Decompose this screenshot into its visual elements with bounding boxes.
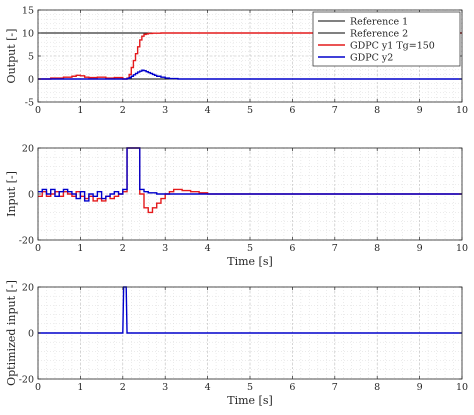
x-tick-label: 5 (247, 243, 253, 254)
x-tick-label: 1 (77, 382, 83, 393)
x-tick-label: 2 (120, 105, 126, 116)
x-axis-label: Time [s] (227, 394, 273, 407)
y-axis-label: Output [-] (5, 29, 18, 84)
legend-label: GDPC y2 (350, 53, 393, 64)
x-axis-label: Time [s] (227, 255, 273, 268)
y-tick-label: -20 (19, 375, 34, 386)
x-tick-label: 1 (77, 105, 83, 116)
y-tick-label: -20 (19, 236, 34, 247)
x-tick-label: 10 (456, 105, 468, 116)
x-tick-label: 3 (162, 382, 168, 393)
y-tick-label: 5 (28, 52, 34, 63)
series-line-2 (38, 147, 462, 202)
x-tick-label: 6 (289, 382, 295, 393)
x-tick-label: 7 (332, 382, 338, 393)
x-tick-label: 0 (35, 243, 41, 254)
legend-label: GDPC y1 Tg=150 (350, 41, 435, 52)
y-tick-label: 20 (22, 283, 34, 294)
x-tick-label: 9 (417, 105, 423, 116)
x-tick-label: 0 (35, 382, 41, 393)
x-tick-label: 1 (77, 243, 83, 254)
x-tick-label: 3 (162, 243, 168, 254)
x-tick-label: 9 (417, 243, 423, 254)
x-tick-label: 10 (456, 243, 468, 254)
y-tick-label: 0 (28, 190, 34, 201)
series-line-4 (38, 69, 462, 80)
y-tick-label: 0 (28, 75, 34, 86)
x-tick-label: 7 (332, 243, 338, 254)
x-tick-label: 5 (247, 105, 253, 116)
x-tick-label: 2 (120, 382, 126, 393)
x-tick-label: 9 (417, 382, 423, 393)
y-tick-label: 15 (22, 6, 34, 17)
y-tick-label: 20 (22, 144, 34, 155)
series-line-1 (38, 147, 462, 214)
y-axis-label: Input [-] (5, 171, 18, 217)
x-tick-label: 4 (205, 105, 211, 116)
x-tick-label: 0 (35, 105, 41, 116)
legend-label: Reference 1 (350, 17, 408, 28)
x-tick-label: 6 (289, 105, 295, 116)
y-tick-label: 0 (28, 329, 34, 340)
y-tick-label: -5 (25, 98, 34, 109)
x-tick-label: 8 (374, 243, 380, 254)
x-tick-label: 8 (374, 105, 380, 116)
x-tick-label: 7 (332, 105, 338, 116)
x-tick-label: 3 (162, 105, 168, 116)
x-tick-label: 4 (205, 382, 211, 393)
y-tick-label: 10 (22, 29, 34, 40)
y-axis-label: Optimized input [-] (5, 280, 18, 386)
legend-label: Reference 2 (350, 29, 408, 40)
x-tick-label: 2 (120, 243, 126, 254)
x-tick-label: 6 (289, 243, 295, 254)
x-tick-label: 4 (205, 243, 211, 254)
x-tick-label: 8 (374, 382, 380, 393)
x-tick-label: 5 (247, 382, 253, 393)
x-tick-label: 10 (456, 382, 468, 393)
